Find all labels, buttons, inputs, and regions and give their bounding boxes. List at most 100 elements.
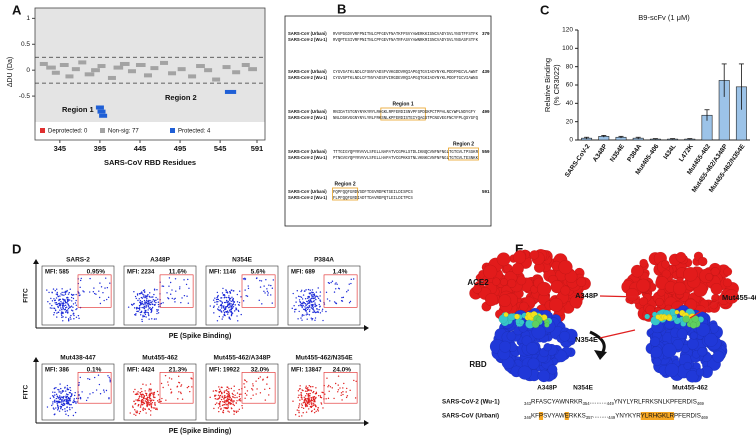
cell-dot bbox=[164, 374, 167, 377]
cell-dot bbox=[231, 289, 233, 291]
cell-dot bbox=[315, 392, 318, 395]
cell-dot bbox=[51, 300, 54, 302]
cell-dot bbox=[60, 403, 63, 405]
cell-dot bbox=[67, 318, 70, 320]
cell-dot bbox=[301, 319, 303, 321]
cell-dot bbox=[226, 305, 229, 308]
cell-dot bbox=[234, 396, 236, 399]
cell-dot bbox=[224, 308, 227, 310]
cell-dot bbox=[319, 306, 321, 308]
cell-dot bbox=[230, 403, 232, 405]
cell-dot bbox=[299, 385, 301, 387]
cell-dot bbox=[231, 392, 234, 395]
cell-dot bbox=[219, 405, 221, 408]
cell-dot bbox=[149, 388, 151, 390]
cell-dot bbox=[225, 305, 227, 308]
mfi-label: MFI: 386 bbox=[45, 368, 70, 374]
panel-label: D bbox=[12, 241, 21, 256]
cell-dot bbox=[54, 289, 56, 292]
cell-dot bbox=[218, 391, 220, 393]
cell-dot bbox=[70, 318, 72, 320]
cell-dot bbox=[62, 304, 64, 306]
cell-dot bbox=[226, 292, 229, 294]
cell-dot bbox=[137, 307, 140, 310]
cell-dot bbox=[226, 389, 228, 391]
cell-dot bbox=[316, 409, 319, 411]
cell-dot bbox=[155, 318, 157, 320]
cell-dot bbox=[231, 407, 233, 410]
cell-dot bbox=[223, 390, 226, 392]
cell-dot bbox=[306, 300, 308, 303]
cell-dot bbox=[153, 293, 155, 296]
cell-dot bbox=[263, 285, 265, 287]
cell-dot bbox=[141, 395, 143, 397]
cell-dot bbox=[311, 297, 313, 300]
cell-dot bbox=[315, 405, 317, 407]
cell-dot bbox=[231, 307, 233, 309]
segment bbox=[95, 105, 104, 110]
cell-dot bbox=[53, 387, 56, 390]
cell-dot bbox=[256, 277, 258, 279]
cell-dot bbox=[217, 394, 220, 396]
cell-dot bbox=[133, 409, 136, 411]
structure-atom bbox=[517, 365, 532, 380]
cell-dot bbox=[55, 397, 58, 400]
cell-dot bbox=[67, 388, 70, 391]
cell-dot bbox=[138, 307, 141, 310]
cell-dot bbox=[181, 398, 184, 400]
cell-dot bbox=[51, 304, 53, 307]
plot-title: Mut455-462 bbox=[142, 355, 178, 362]
structure-atom bbox=[649, 336, 660, 347]
cell-dot bbox=[301, 298, 304, 300]
cell-dot bbox=[315, 291, 318, 293]
cell-dot bbox=[141, 302, 144, 305]
mfi-label: MFI: 2234 bbox=[127, 270, 155, 276]
cell-dot bbox=[303, 400, 305, 402]
cell-dot bbox=[141, 320, 143, 323]
x-tick-label: SARS-CoV-2 bbox=[564, 143, 592, 179]
cell-dot bbox=[52, 391, 54, 393]
cell-dot bbox=[320, 402, 322, 404]
cell-dot bbox=[53, 307, 55, 309]
sequence: NNLDSKVGGNYNYLYRLFRKSNLKPFERDISTEIYQAGST… bbox=[333, 117, 478, 121]
segment bbox=[212, 77, 221, 82]
cell-dot bbox=[257, 377, 260, 380]
cell-dot bbox=[305, 404, 308, 406]
cell-dot bbox=[223, 294, 226, 296]
cell-dot bbox=[141, 401, 144, 403]
cell-dot bbox=[156, 308, 158, 311]
cell-dot bbox=[141, 390, 143, 393]
cell-dot bbox=[143, 291, 146, 293]
cell-dot bbox=[302, 303, 304, 305]
cell-dot bbox=[63, 403, 66, 405]
cell-dot bbox=[216, 398, 218, 400]
cell-dot bbox=[54, 299, 57, 301]
cell-dot bbox=[267, 294, 269, 296]
y-tick-label: 80 bbox=[566, 63, 574, 70]
cell-dot bbox=[233, 310, 236, 312]
cell-dot bbox=[151, 307, 153, 310]
cell-dot bbox=[260, 280, 263, 282]
structure-atom bbox=[576, 277, 587, 287]
position-number: 559 bbox=[482, 149, 490, 154]
cell-dot bbox=[52, 401, 54, 403]
cell-dot bbox=[225, 310, 227, 313]
cell-dot bbox=[223, 401, 226, 404]
cell-dot bbox=[341, 300, 344, 302]
cell-dot bbox=[55, 393, 58, 396]
cell-dot bbox=[67, 399, 70, 402]
segment bbox=[97, 109, 106, 114]
cell-dot bbox=[218, 315, 221, 318]
x-tick-label: 495 bbox=[174, 144, 187, 153]
cell-dot bbox=[311, 319, 313, 321]
cell-dot bbox=[89, 277, 91, 280]
cell-dot bbox=[231, 300, 234, 302]
y-tick-label: 0 bbox=[569, 137, 573, 144]
cell-dot bbox=[56, 395, 59, 397]
cell-dot bbox=[220, 307, 223, 309]
cell-dot bbox=[169, 293, 172, 295]
cell-dot bbox=[133, 400, 135, 402]
cell-dot bbox=[301, 404, 304, 407]
cell-dot bbox=[236, 400, 238, 402]
cell-dot bbox=[268, 284, 270, 286]
